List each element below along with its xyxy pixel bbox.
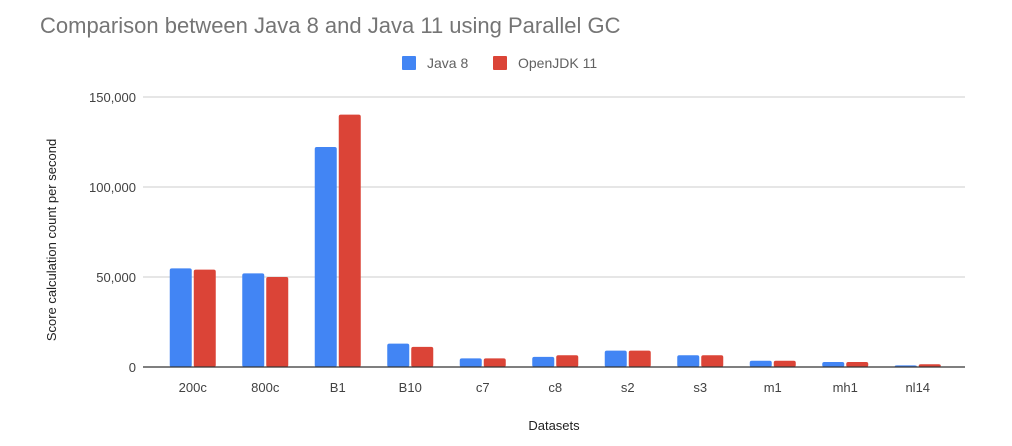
- bar-openjdk-11-200c: [193, 269, 216, 367]
- bar-openjdk-11-s3: [701, 355, 724, 367]
- y-axis-ticks: 0 50,000 100,000 150,000: [89, 90, 136, 375]
- bar-java-8-s3: [677, 355, 700, 367]
- legend: Java 8 OpenJDK 11: [402, 55, 597, 71]
- bar-openjdk-11-b1: [338, 114, 361, 367]
- y-axis-label: Score calculation count per second: [44, 139, 59, 341]
- bar-openjdk-11-800c: [266, 277, 289, 367]
- gridlines: [143, 96, 965, 278]
- legend-label: Java 8: [427, 55, 468, 71]
- bar-java-8-mh1: [822, 361, 845, 367]
- bar-java-8-m1: [749, 360, 772, 367]
- legend-label: OpenJDK 11: [518, 55, 597, 71]
- x-axis-ticks: 200c 800c B1 B10 c7 c8 s2 s3 m1 mh1 nl14: [179, 380, 930, 395]
- x-tick-label: c7: [476, 380, 490, 395]
- bar-java-8-c7: [459, 358, 482, 367]
- x-tick-label: nl14: [905, 380, 930, 395]
- x-axis-label: Datasets: [528, 418, 580, 433]
- x-tick-label: mh1: [833, 380, 858, 395]
- bar-openjdk-11-mh1: [846, 361, 869, 367]
- bar-java-8-s2: [604, 350, 627, 367]
- bars: [169, 114, 941, 367]
- x-tick-label: m1: [764, 380, 782, 395]
- x-tick-label: 200c: [179, 380, 208, 395]
- x-tick-label: B10: [399, 380, 422, 395]
- bar-java-8-800c: [242, 273, 265, 367]
- chart-title: Comparison between Java 8 and Java 11 us…: [40, 13, 621, 38]
- y-tick-label: 150,000: [89, 90, 136, 105]
- bar-java-8-c8: [532, 356, 555, 367]
- y-tick-label: 0: [129, 360, 136, 375]
- bar-java-8-200c: [169, 268, 192, 367]
- bar-openjdk-11-s2: [628, 350, 651, 367]
- bar-java-8-b1: [314, 147, 337, 367]
- x-tick-label: s2: [621, 380, 635, 395]
- bar-java-8-b10: [387, 343, 410, 367]
- legend-swatch: [402, 56, 416, 70]
- x-tick-label: 800c: [251, 380, 280, 395]
- x-tick-label: B1: [330, 380, 346, 395]
- bar-openjdk-11-b10: [411, 346, 434, 367]
- y-tick-label: 100,000: [89, 180, 136, 195]
- legend-swatch: [493, 56, 507, 70]
- x-tick-label: c8: [548, 380, 562, 395]
- y-tick-label: 50,000: [96, 270, 136, 285]
- bar-openjdk-11-c8: [556, 355, 579, 367]
- x-tick-label: s3: [693, 380, 707, 395]
- bar-openjdk-11-m1: [773, 360, 796, 367]
- bar-openjdk-11-c7: [483, 358, 506, 367]
- bar-openjdk-11-nl14: [918, 364, 941, 367]
